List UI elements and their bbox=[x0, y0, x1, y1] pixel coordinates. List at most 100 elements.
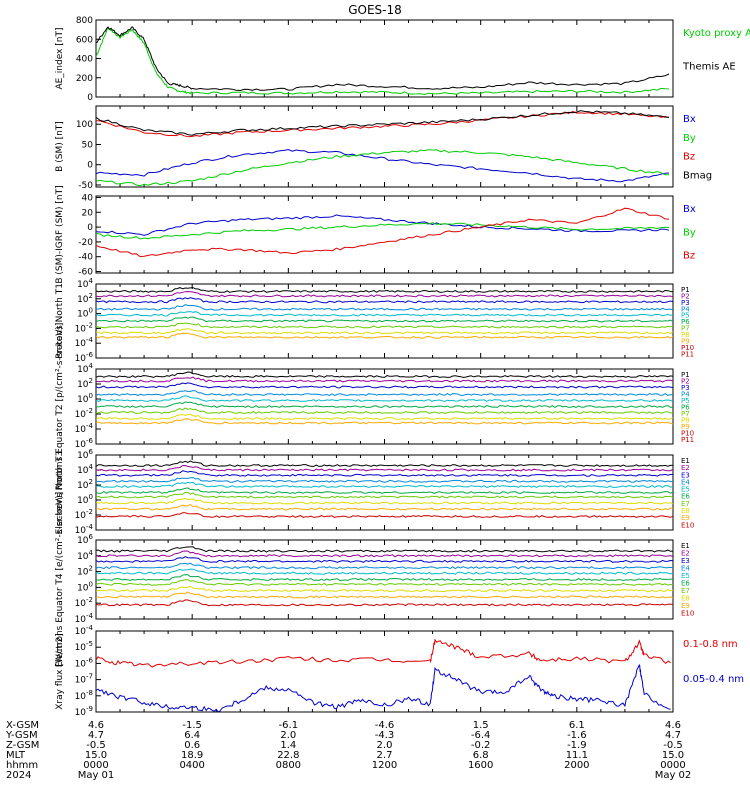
series-line-e1 bbox=[96, 460, 673, 467]
series-line-0-1-0-8-nm bbox=[96, 638, 671, 668]
bottom-row-value: 0000 bbox=[660, 760, 685, 771]
series-line-p1 bbox=[96, 371, 673, 378]
y-tick-label: 800 bbox=[76, 16, 93, 26]
page-title: GOES-18 bbox=[348, 3, 402, 17]
y-axis-label: Xray flux [W/m2] bbox=[55, 633, 65, 710]
legend-entry: E4 bbox=[681, 478, 690, 486]
bottom-row-value: 2000 bbox=[564, 760, 589, 771]
series-line-by bbox=[96, 149, 669, 187]
bottom-row-value: 15.0 bbox=[85, 750, 107, 761]
y-tick-label: 102 bbox=[77, 565, 93, 578]
series-line-e3 bbox=[96, 470, 673, 477]
bottom-row-label: X-GSM bbox=[6, 720, 39, 731]
series-line-e9 bbox=[96, 503, 673, 511]
legend-entry: P5 bbox=[681, 312, 690, 320]
bottom-row-value: 6.4 bbox=[184, 730, 200, 741]
y-tick-label: 50 bbox=[82, 140, 94, 150]
legend-entry: Bz bbox=[683, 152, 695, 163]
legend-entry: P7 bbox=[681, 325, 690, 333]
legend-entry: E5 bbox=[681, 572, 690, 580]
y-tick-label: 10-6 bbox=[75, 437, 94, 450]
y-tick-label: 106 bbox=[77, 448, 93, 461]
legend-entry: P4 bbox=[681, 305, 690, 313]
legend-entry: Bmag bbox=[683, 171, 712, 182]
legend-entry: E6 bbox=[681, 493, 690, 501]
series-line-p3 bbox=[96, 297, 673, 304]
legend-entry: Bx bbox=[683, 204, 696, 215]
bottom-row-value: May 02 bbox=[655, 770, 692, 781]
y-tick-label: 104 bbox=[77, 362, 93, 375]
legend-entry: Bx bbox=[683, 114, 696, 125]
legend-entry: P7 bbox=[681, 410, 690, 418]
legend-entry: P11 bbox=[681, 436, 694, 444]
y-tick-label: 10-4 bbox=[75, 523, 94, 536]
series-line-e8 bbox=[96, 585, 673, 593]
y-tick-label: 10-7 bbox=[75, 673, 93, 686]
bottom-row-value: 1.5 bbox=[473, 720, 489, 731]
legend-entry: E9 bbox=[681, 514, 690, 522]
series-line-by bbox=[96, 222, 670, 240]
y-tick-label: 104 bbox=[77, 463, 93, 476]
y-axis-label: Protons Equator T2 [p/(cm²-s-sr-keV)] bbox=[55, 323, 65, 491]
bottom-row-value: 2.0 bbox=[377, 740, 393, 751]
legend-entry: E7 bbox=[681, 587, 690, 595]
legend-entry: E10 bbox=[681, 610, 694, 618]
series-line-e8 bbox=[96, 497, 673, 505]
bottom-row-value: 15.0 bbox=[662, 750, 684, 761]
series-line-e4 bbox=[96, 562, 673, 570]
series-line-p4 bbox=[96, 390, 673, 396]
legend-entry: 0.05-0.4 nm bbox=[683, 674, 744, 685]
series-line-themis-ae bbox=[96, 26, 670, 92]
y-tick-label: 0 bbox=[87, 93, 93, 103]
y-tick-label: 200 bbox=[76, 74, 93, 84]
series-line-e5 bbox=[96, 481, 673, 488]
legend-entry: E6 bbox=[681, 580, 690, 588]
legend-entry: E8 bbox=[681, 595, 690, 603]
bottom-row-value: 11.1 bbox=[566, 750, 588, 761]
bottom-row-value: 1200 bbox=[372, 760, 397, 771]
bottom-row-value: -0.5 bbox=[86, 740, 106, 751]
bottom-row-value: -4.3 bbox=[375, 730, 395, 741]
panel-frame bbox=[95, 195, 674, 274]
series-line-p4 bbox=[96, 304, 673, 311]
legend-entry: E10 bbox=[681, 521, 694, 529]
series-line-bmag bbox=[96, 110, 670, 136]
legend-entry: P2 bbox=[681, 378, 690, 386]
y-tick-label: 10-8 bbox=[75, 689, 93, 702]
y-axis-label: AE_index [nT] bbox=[55, 27, 65, 89]
legend-entry: P1 bbox=[681, 286, 690, 294]
series-line-e10 bbox=[96, 599, 673, 607]
legend-entry: Bz bbox=[683, 251, 695, 262]
series-line-bz bbox=[96, 110, 670, 138]
legend-entry: By bbox=[683, 133, 696, 144]
legend-entry: E8 bbox=[681, 507, 690, 515]
y-tick-label: -60 bbox=[78, 268, 93, 278]
series-line-p5 bbox=[96, 311, 673, 317]
legend-entry: P5 bbox=[681, 397, 690, 405]
legend-entry: E3 bbox=[681, 557, 690, 565]
y-tick-label: -20 bbox=[78, 238, 93, 248]
legend-entry: P6 bbox=[681, 404, 690, 412]
legend-entry: E1 bbox=[681, 542, 690, 550]
y-tick-label: 100 bbox=[77, 580, 93, 593]
series-line-p8 bbox=[96, 413, 673, 420]
series-line-bz bbox=[96, 207, 670, 258]
y-tick-label: 10-4 bbox=[75, 612, 94, 625]
bottom-row-value: 2.0 bbox=[280, 730, 296, 741]
series-line-p2 bbox=[96, 376, 673, 383]
y-tick-label: 102 bbox=[77, 292, 93, 305]
bottom-row-label: Z-GSM bbox=[6, 740, 39, 751]
bottom-row-value: -1.9 bbox=[567, 740, 587, 751]
series-line-kyoto-proxy-ae bbox=[96, 26, 670, 96]
y-tick-label: 10-4 bbox=[75, 624, 94, 637]
legend-entry: P10 bbox=[681, 344, 694, 352]
legend-entry: P8 bbox=[681, 331, 690, 339]
y-tick-label: 100 bbox=[77, 307, 93, 320]
y-axis-label: B (SM) [nT] bbox=[55, 121, 65, 172]
legend-entry: E3 bbox=[681, 471, 690, 479]
panel-frame bbox=[95, 105, 674, 188]
y-tick-label: 400 bbox=[76, 55, 93, 65]
series-line-e6 bbox=[96, 574, 673, 582]
legend-entry: E5 bbox=[681, 486, 690, 494]
